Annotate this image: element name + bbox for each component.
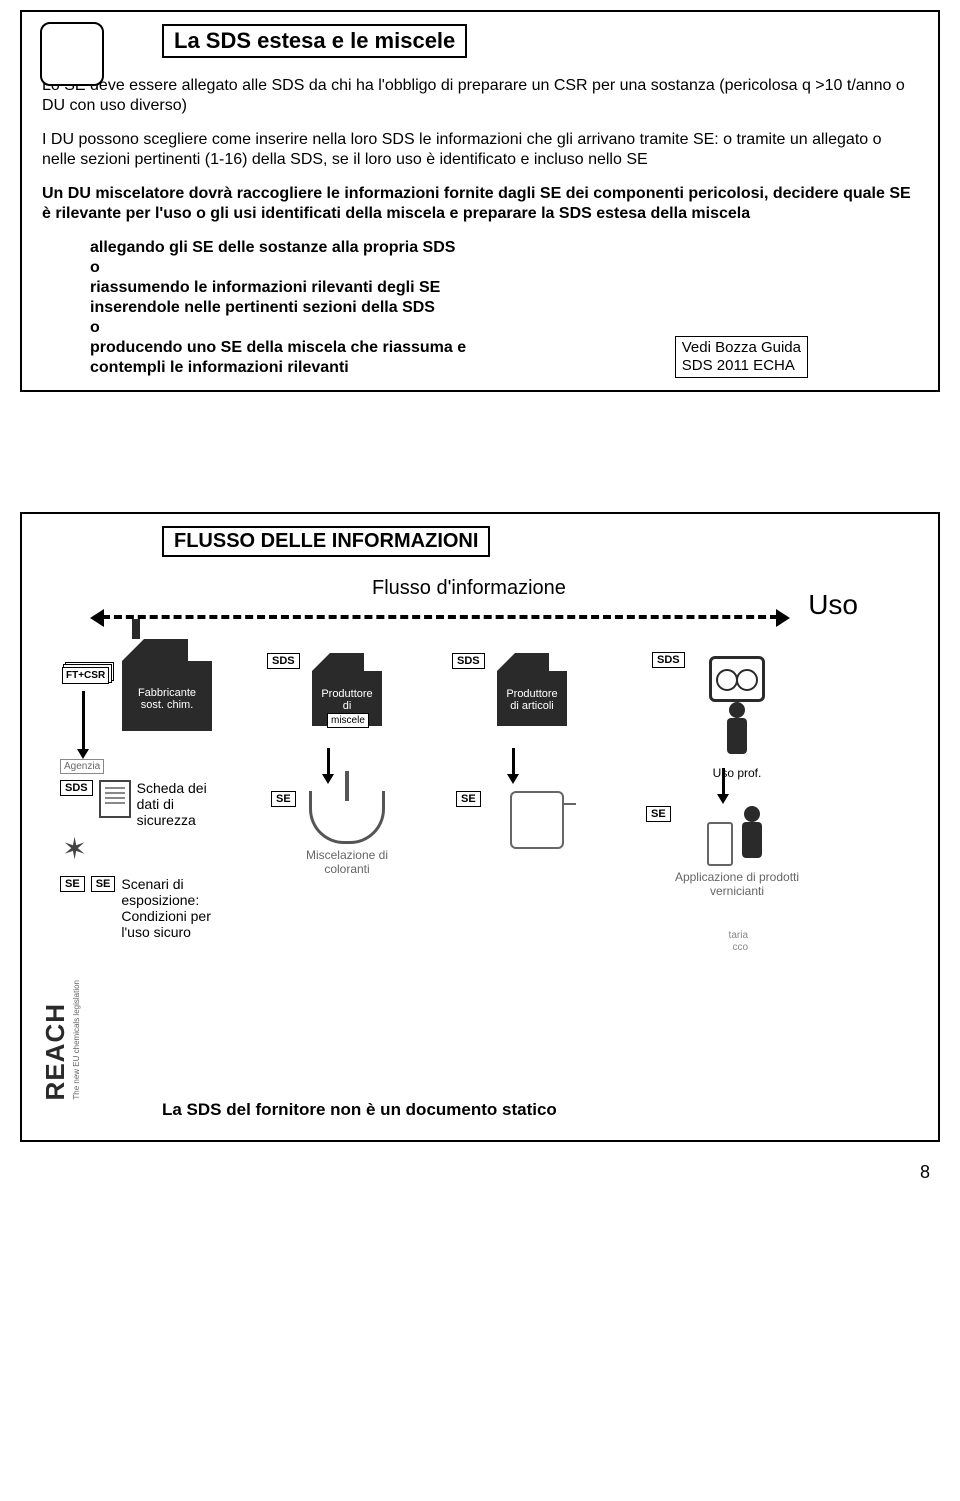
actor-produttore-articoli: SDS Produttore di articoli [482, 671, 582, 754]
se-tag: SE [646, 806, 671, 822]
se-tag: SE [91, 876, 116, 892]
misc-col-label: Miscelazione di coloranti [297, 848, 397, 876]
sds-tag: SDS [60, 780, 93, 796]
se-tag: SE [60, 876, 85, 892]
worker-icon [737, 806, 767, 866]
agenzia-tag: Agenzia [60, 759, 104, 774]
callout-box: Vedi Bozza Guida SDS 2011 ECHA [675, 336, 808, 378]
or-2: o [90, 318, 918, 338]
or-1: o [90, 258, 918, 278]
paragraph-2: I DU possono scegliere come inserire nel… [42, 130, 918, 170]
grey-taria: taria [729, 930, 748, 941]
sds-tag: SDS [452, 653, 485, 669]
logo-placeholder [40, 22, 104, 86]
bottom-statement: La SDS del fornitore non è un documento … [162, 1100, 557, 1120]
ftcsr-tag: FT+CSR [62, 667, 109, 684]
page-number: 8 [0, 1152, 960, 1203]
paragraph-1: Lo SE deve essere allegato alle SDS da c… [42, 76, 918, 116]
bullet-2a: riassumendo le informazioni rilevanti de… [90, 278, 918, 298]
arrow-down [327, 746, 330, 778]
mixer-icon [309, 791, 385, 844]
miscele-tag: miscele [327, 713, 369, 728]
app-vern-label: Applicazione di prodotti vernicianti [672, 870, 802, 898]
actor-produttore-miscele: SDS Produttore di miscele [297, 671, 397, 754]
flow-label: Flusso d'informazione [372, 577, 566, 600]
se-mixer: SE Miscelazione di coloranti [297, 791, 397, 876]
slide-2: FLUSSO DELLE INFORMAZIONI Flusso d'infor… [20, 512, 940, 1142]
arrow-down [722, 766, 725, 798]
document-icon [99, 780, 131, 818]
prodart-line1: Produttore [506, 688, 557, 700]
sds-tag: SDS [652, 652, 685, 668]
worker-icon [722, 702, 752, 762]
callout-line1: Vedi Bozza Guida [682, 339, 801, 356]
slide-1: La SDS estesa e le miscele Lo SE deve es… [20, 10, 940, 392]
scenari-label: Scenari di esposizione: Condizioni per l… [121, 876, 230, 940]
uso-prof-label: Uso prof. [682, 766, 792, 780]
se-applicazione: SE Applicazione di prodotti vernicianti [672, 806, 802, 898]
flow-diagram: Flusso d'informazione Uso FT+CSR Fabbric… [42, 571, 918, 1001]
arrow-icon [82, 691, 85, 751]
arrow-down [512, 746, 515, 778]
grey-cco: cco [732, 942, 748, 953]
reach-sub: The new EU chemicals legislation [72, 980, 81, 1100]
machine-icon [510, 791, 564, 849]
se-tag: SE [271, 791, 296, 807]
prodmisc-line1: Produttore [321, 688, 372, 700]
scheda-label: Scheda dei dati di sicurezza [137, 780, 230, 828]
star-icon [60, 836, 92, 868]
se-articoli: SE [482, 791, 592, 853]
prodart-line2: di articoli [510, 700, 553, 712]
uso-label: Uso [808, 589, 858, 621]
fab-line1: Fabbricante [138, 687, 196, 699]
dashed-flow-line [102, 615, 778, 619]
sds-tag: SDS [267, 653, 300, 669]
reach-label: REACH [40, 1003, 71, 1100]
pump-icon [707, 822, 733, 866]
legend-column: Agenzia SDS Scheda dei dati di sicurezza… [60, 756, 230, 948]
paragraph-3: Un DU miscelatore dovrà raccogliere le i… [42, 184, 918, 224]
fab-line2: sost. chim. [141, 699, 194, 711]
bullet-2b: inserendole nelle pertinenti sezioni del… [90, 298, 918, 318]
actor-uso-prof: SDS Uso prof. [682, 656, 792, 780]
slide1-title: La SDS estesa e le miscele [162, 24, 467, 58]
slide1-body: Lo SE deve essere allegato alle SDS da c… [42, 76, 918, 378]
slide2-title: FLUSSO DELLE INFORMAZIONI [162, 526, 490, 557]
se-tag: SE [456, 791, 481, 807]
actor-fabbricante: Fabbricante sost. chim. [112, 661, 222, 759]
callout-line2: SDS 2011 ECHA [682, 357, 795, 374]
drum-icon [709, 656, 765, 702]
bullet-1: allegando gli SE delle sostanze alla pro… [90, 238, 918, 258]
